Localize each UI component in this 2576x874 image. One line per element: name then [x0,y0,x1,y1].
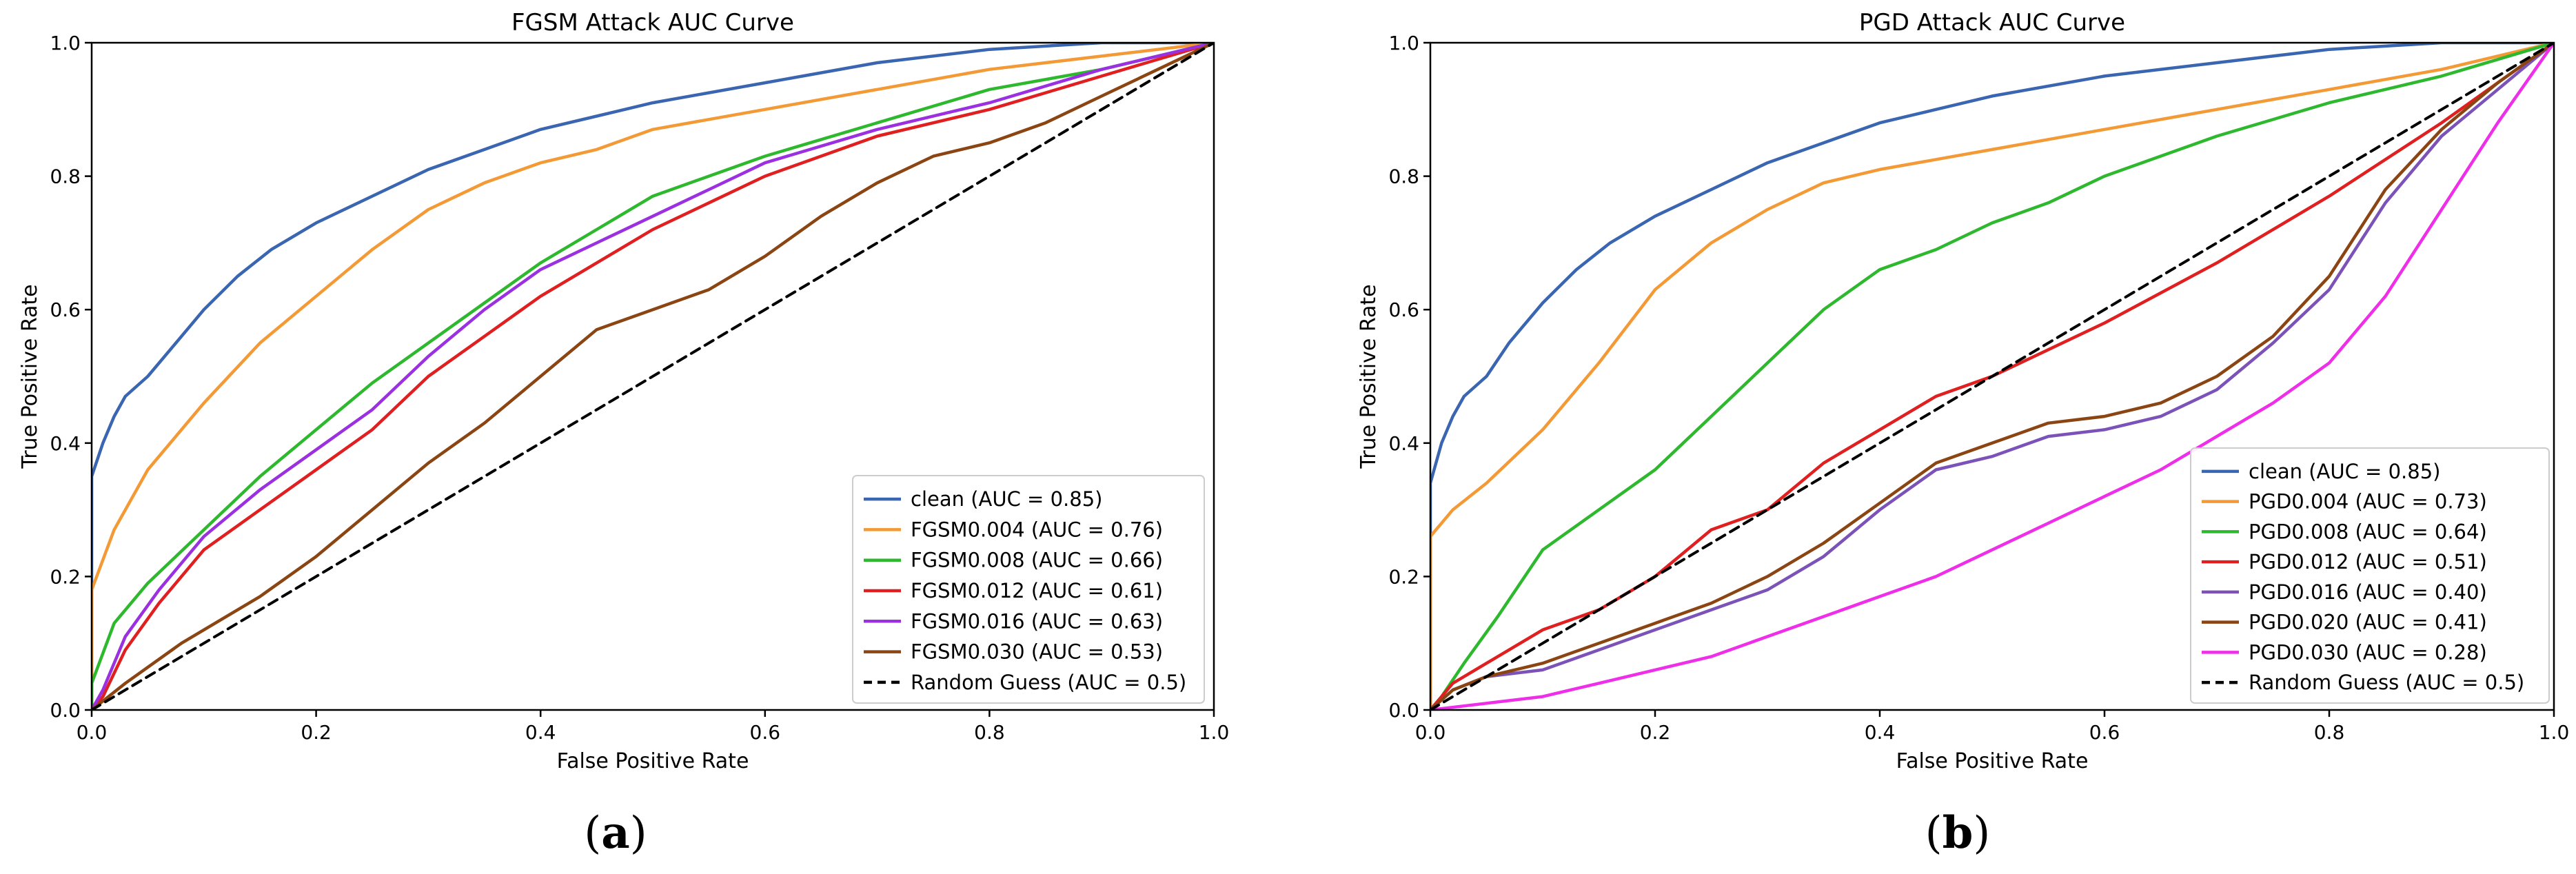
series-line-7 [1430,43,2554,710]
series-line-4 [92,43,1214,710]
x-tick-label: 1.0 [1199,721,1230,744]
series-line-6 [92,43,1214,710]
y-tick-label: 0.4 [1388,432,1419,455]
y-axis-label: True Positive Rate [1357,284,1381,469]
legend-entry: PGD0.004 (AUC = 0.73) [2249,490,2487,514]
legend-entry: PGD0.030 (AUC = 0.28) [2249,640,2487,664]
x-tick-label: 0.8 [974,721,1005,744]
x-tick-label: 0.6 [750,721,781,744]
x-tick-label: 0.0 [77,721,108,744]
y-tick-label: 0.6 [50,298,81,321]
legend-entry: PGD0.012 (AUC = 0.51) [2249,550,2487,573]
y-tick-label: 0.0 [1388,699,1419,722]
y-axis-label: True Positive Rate [18,284,42,469]
panel-a: FGSM Attack AUC Curve 0.0 0.2 0.4 0.6 0.8 1.0 0… [18,9,1229,859]
panel-b: PGD Attack AUC Curve 0.0 0.2 0.4 0.6 0.8 1.0 0.… [1357,9,2569,859]
x-tick-label: 0.2 [1640,721,1671,744]
legend-entry: FGSM0.016 (AUC = 0.63) [911,609,1163,633]
legend: clean (AUC = 0.85) PGD0.004 (AUC = 0.73) P… [2190,447,2550,704]
legend-box [2190,447,2550,704]
legend-entry: FGSM0.004 (AUC = 0.76) [911,518,1163,541]
legend-entry: FGSM0.008 (AUC = 0.66) [911,549,1163,572]
series-line-2 [1430,43,2554,710]
legend-entry: FGSM0.012 (AUC = 0.61) [911,579,1163,602]
panel-label: (b) [1925,807,1991,859]
x-tick-label: 0.0 [1415,721,1446,744]
series-lines [1430,43,2554,710]
y-tick-label: 0.2 [50,565,81,588]
legend-entry: PGD0.016 (AUC = 0.40) [2249,580,2487,604]
series-line-6 [1430,43,2554,710]
x-axis-label: False Positive Rate [557,749,749,773]
y-tick-label: 1.0 [1388,32,1419,54]
y-tick-label: 0.8 [1388,165,1419,188]
series-line-2 [92,43,1214,710]
series-line-3 [1430,43,2554,710]
series-line-0 [1430,43,2554,710]
x-tick-label: 0.4 [1865,721,1896,744]
legend-entry: clean (AUC = 0.85) [2249,460,2440,483]
x-axis-label: False Positive Rate [1896,749,2089,773]
x-tick-label: 0.4 [525,721,556,744]
legend-entry: Random Guess (AUC = 0.5) [911,671,1186,694]
plot-frame [1429,41,2555,711]
plot-frame [90,41,1215,711]
panel-label: (a) [584,807,647,859]
series-line-5 [1430,43,2554,710]
series-line-3 [92,43,1214,710]
series-line-0 [92,43,1214,710]
series-lines [92,43,1214,710]
series-line-1 [1430,43,2554,710]
legend-entry: PGD0.008 (AUC = 0.64) [2249,520,2487,543]
x-tick-label: 1.0 [2539,721,2570,744]
y-tick-label: 0.4 [50,432,81,455]
y-tick-label: 0.2 [1388,565,1419,588]
legend-entry: FGSM0.030 (AUC = 0.53) [911,640,1163,664]
y-tick-label: 0.8 [50,165,81,188]
series-line-5 [92,43,1214,710]
y-tick-label: 0.6 [1388,298,1419,321]
series-line-1 [92,43,1214,710]
y-tick-label: 0.0 [50,699,81,722]
chart-title: FGSM Attack AUC Curve [511,9,794,37]
legend-entry: Random Guess (AUC = 0.5) [2249,671,2524,694]
x-tick-label: 0.2 [301,721,332,744]
chart-title: PGD Attack AUC Curve [1859,9,2125,37]
x-tick-label: 0.8 [2314,721,2345,744]
legend-entry: PGD0.020 (AUC = 0.41) [2249,611,2487,634]
legend-box [852,475,1205,704]
series-line-4 [1430,43,2554,710]
legend-entry: clean (AUC = 0.85) [911,487,1102,511]
x-tick-label: 0.6 [2089,721,2120,744]
y-tick-label: 1.0 [50,32,81,54]
legend: clean (AUC = 0.85) FGSM0.004 (AUC = 0.76)… [852,475,1205,704]
